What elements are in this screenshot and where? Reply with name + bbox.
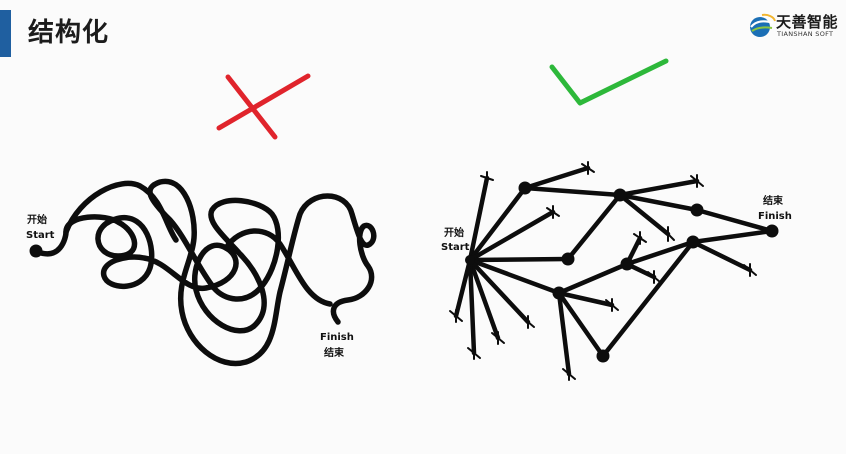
left-finish-label-cn: 结束	[324, 346, 345, 359]
page-title: 结构化	[28, 18, 110, 48]
graph-node	[596, 349, 610, 363]
left-start-node	[29, 244, 43, 258]
title-accent-bar	[0, 10, 11, 57]
structured-graph-edges	[453, 165, 775, 377]
graph-node	[620, 257, 634, 271]
tangled-path	[33, 178, 377, 367]
graph-node	[690, 203, 704, 217]
graph-node	[613, 188, 627, 202]
globe-swoosh-icon	[750, 13, 776, 37]
red-cross-icon	[216, 73, 311, 140]
structured-graph-nodes	[465, 181, 779, 363]
left-start-label-en: Start	[26, 230, 55, 241]
logo-name: 天善智能	[776, 13, 839, 31]
graph-node	[561, 252, 575, 266]
company-logo: 天善智能 TIANSHAN SOFT	[748, 12, 840, 42]
graph-node	[552, 286, 566, 300]
right-start-label-cn: 开始	[444, 226, 464, 239]
left-start-label-cn: 开始	[27, 213, 47, 226]
graph-node	[518, 181, 532, 195]
left-finish-label-en: Finish	[320, 332, 354, 343]
right-finish-label-cn: 结束	[763, 194, 784, 207]
logo-subtitle: TIANSHAN SOFT	[777, 30, 834, 38]
right-finish-label-en: Finish	[758, 211, 792, 222]
graph-node	[686, 235, 700, 249]
right-start-node	[465, 255, 475, 265]
right-finish-node	[765, 224, 779, 238]
branch-endpoint-ticks	[449, 161, 757, 381]
right-start-label-en: Start	[441, 242, 470, 253]
green-check-icon	[549, 58, 669, 106]
